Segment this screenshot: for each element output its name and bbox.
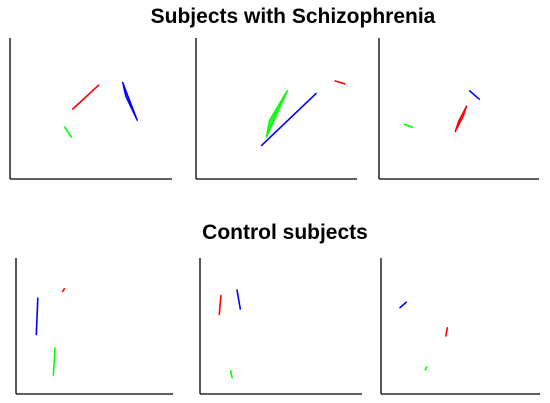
red-trajectory	[71, 84, 100, 110]
red-trajectory	[218, 294, 222, 316]
control-panel-2	[199, 258, 362, 395]
red-trajectory	[61, 287, 66, 293]
red-trajectory	[334, 80, 346, 85]
control-panel-1	[15, 258, 173, 395]
green-trajectory	[265, 90, 288, 138]
blue-trajectory	[468, 89, 480, 101]
blue-trajectory	[399, 301, 408, 309]
blue-trajectory	[236, 289, 242, 310]
control-panel-3	[380, 258, 540, 395]
green-trajectory	[403, 123, 414, 128]
control-section-title: Control subjects	[202, 221, 368, 244]
green-trajectory	[229, 370, 234, 379]
red-trajectory	[445, 327, 449, 337]
green-trajectory	[52, 347, 56, 376]
blue-trajectory	[35, 297, 39, 336]
schizophrenia-panel-1	[9, 38, 172, 180]
schizophrenia-section-title: Subjects with Schizophrenia	[150, 5, 436, 28]
blue-trajectory	[260, 92, 317, 147]
schizophrenia-panel-2	[195, 38, 357, 180]
green-trajectory	[424, 366, 428, 371]
red-trajectory	[454, 105, 468, 133]
blue-trajectory	[121, 81, 138, 121]
schizophrenia-panel-3	[378, 38, 539, 180]
green-trajectory	[63, 126, 73, 138]
